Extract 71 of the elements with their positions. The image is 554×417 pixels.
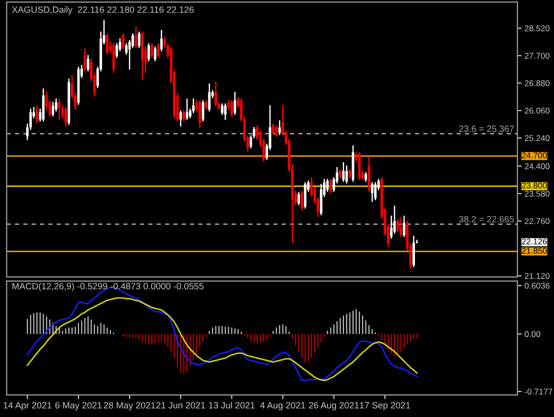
text: 22.126: [522, 238, 547, 244]
candlestick: [150, 43, 154, 58]
candlestick: [342, 162, 345, 182]
candlestick: [138, 32, 140, 48]
candlestick: [298, 192, 300, 206]
candlestick: [160, 30, 163, 52]
x-tick-label: 6 May 2021: [55, 402, 102, 410]
candlestick: [42, 88, 45, 122]
ref-line-label: 21.850: [522, 248, 547, 254]
candlestick: [64, 106, 67, 127]
candlestick: [368, 157, 370, 192]
chart-title: MACD(12,26,9) -0.5299 -0.4873 0.0000 -0.0555: [12, 282, 204, 292]
candlestick: [272, 124, 274, 135]
y-tick-label: 24.400: [524, 163, 550, 170]
candlestick: [214, 82, 217, 106]
y-tick-label: 0.6036: [524, 282, 550, 289]
y-tick-label: 22.760: [524, 218, 550, 224]
candlestick: [208, 83, 211, 112]
candlestick: [147, 43, 150, 62]
candlestick: [358, 152, 361, 180]
y-tick-label: 26.060: [524, 108, 550, 114]
y-tick-label: 0.00: [524, 331, 540, 338]
chart-title: XAGUSD,Daily 22.116 22.180 22.116 22.126: [12, 6, 194, 15]
candlestick: [374, 182, 377, 200]
candlestick: [106, 33, 108, 55]
candlestick: [412, 236, 415, 268]
y-tick-label: 21.120: [524, 273, 550, 279]
y-tick-label: 28.520: [524, 25, 550, 32]
candlestick: [400, 217, 402, 238]
x-tick-label: 28 May 2021: [104, 402, 156, 410]
x-tick-label: 4 Aug 2021: [260, 402, 306, 410]
candlestick: [134, 26, 138, 48]
candlestick: [275, 125, 278, 137]
x-tick-label: 13 Jul 2021: [209, 402, 255, 408]
candlestick: [329, 178, 332, 194]
candlestick: [84, 48, 86, 72]
candlestick: [224, 104, 227, 120]
candlestick: [234, 92, 236, 115]
candlestick: [52, 102, 54, 117]
candlestick: [36, 105, 38, 124]
x-tick-label: 17 Sep 2021: [360, 402, 410, 410]
candlestick: [112, 43, 115, 73]
candlestick: [122, 33, 124, 50]
candlestick: [58, 98, 61, 120]
y-tick-label: -0.7177: [524, 388, 552, 395]
x-tick-label: 21 Jun 2021: [156, 402, 206, 408]
candlestick: [202, 100, 204, 122]
candlestick: [345, 165, 348, 184]
x-tick-label: 14 Apr 2021: [4, 402, 52, 410]
y-tick-label: 25.240: [524, 135, 550, 142]
candlestick: [154, 46, 156, 62]
candlestick: [182, 110, 186, 122]
candlestick: [300, 190, 304, 210]
candlestick: [370, 182, 374, 202]
candlestick: [278, 120, 281, 135]
candlestick: [304, 182, 306, 209]
x-tick-label: 26 Aug 2021: [308, 402, 359, 410]
y-tick-label: 23.580: [524, 190, 550, 197]
candlestick: [230, 100, 233, 117]
y-tick-label: 26.880: [524, 80, 550, 86]
ref-line-label: 23.800: [522, 182, 547, 188]
ref-line-label: 23.6 = 25.367: [459, 126, 514, 132]
ref-line-label: 24.700: [522, 152, 547, 158]
candlestick: [198, 100, 202, 128]
candlestick: [179, 110, 182, 127]
y-tick-label: 27.700: [524, 52, 550, 59]
candlestick: [157, 43, 160, 58]
candlestick: [402, 216, 406, 238]
candlestick: [186, 98, 188, 120]
ref-line-label: 38.2 = 22.665: [459, 216, 514, 222]
candlestick: [86, 55, 90, 72]
